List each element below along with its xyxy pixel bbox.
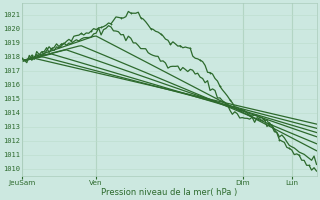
X-axis label: Pression niveau de la mer( hPa ): Pression niveau de la mer( hPa ): [101, 188, 237, 197]
